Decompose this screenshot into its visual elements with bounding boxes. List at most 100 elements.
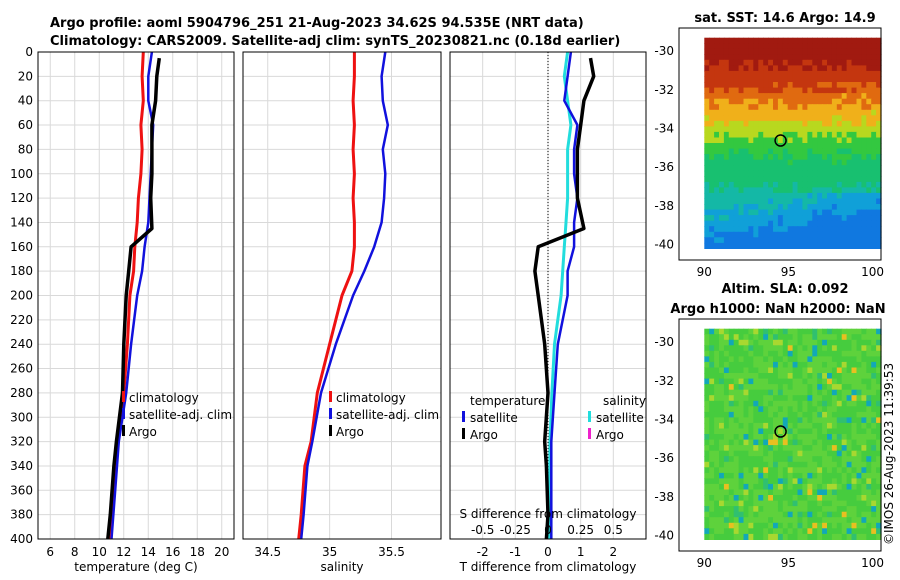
map-cell xyxy=(861,445,867,452)
map-cell xyxy=(738,154,745,161)
map-cell xyxy=(773,495,779,502)
map-cell xyxy=(817,483,823,490)
map-cell xyxy=(758,154,764,161)
map-cell xyxy=(831,104,838,111)
map-cell xyxy=(827,467,833,474)
map-cell xyxy=(773,345,779,352)
map-cell xyxy=(827,242,833,249)
map-cell xyxy=(709,104,715,111)
map-cell xyxy=(836,220,843,227)
map-cell xyxy=(866,450,872,457)
map-cell xyxy=(738,231,745,238)
map-cell xyxy=(738,395,745,402)
map-cell xyxy=(871,115,877,122)
map-cell xyxy=(812,242,818,249)
map-cell xyxy=(773,204,779,211)
map-cell xyxy=(758,93,764,100)
map-cell xyxy=(812,76,818,83)
map-cell xyxy=(723,522,730,529)
map-cell xyxy=(812,137,818,144)
map-cell xyxy=(768,37,774,44)
map-cell xyxy=(802,395,808,402)
map-cell xyxy=(738,220,745,227)
map-cell xyxy=(738,131,745,138)
map-cell xyxy=(768,450,774,457)
map-cell xyxy=(728,472,735,479)
map-cell xyxy=(753,356,759,363)
map-cell xyxy=(797,450,803,457)
map-cell xyxy=(807,461,813,468)
map-cell xyxy=(768,148,774,155)
map-cell xyxy=(704,70,710,77)
map-cell xyxy=(802,472,808,479)
map-cell xyxy=(753,495,759,502)
map-cell xyxy=(704,500,710,507)
map-cell xyxy=(777,406,784,413)
map-cell xyxy=(846,70,853,77)
map-cell xyxy=(733,400,740,407)
map-cell xyxy=(836,120,843,127)
map-cell xyxy=(777,242,784,249)
map-cell xyxy=(758,76,764,83)
map-cell xyxy=(763,170,769,177)
map-cell xyxy=(856,356,862,363)
map-cell xyxy=(792,400,799,407)
map-cell xyxy=(719,220,725,227)
map-cell xyxy=(836,59,843,66)
map-cell xyxy=(723,339,730,346)
map-cell xyxy=(827,328,833,335)
map-cell xyxy=(723,478,730,485)
map-cell xyxy=(861,165,867,172)
map-cell xyxy=(743,170,749,177)
map-cell xyxy=(831,187,838,194)
map-cell xyxy=(748,522,754,529)
map-cell xyxy=(802,511,808,518)
map-cell xyxy=(836,378,843,385)
map-cell xyxy=(836,517,843,524)
map-cell xyxy=(841,417,848,424)
map-cell xyxy=(787,109,794,116)
map-cell xyxy=(728,467,735,474)
map-cell xyxy=(792,54,799,61)
map-cell xyxy=(728,87,735,94)
map-cell xyxy=(787,450,794,457)
map-cell xyxy=(777,384,784,391)
map-cell xyxy=(866,187,872,194)
map-cell xyxy=(719,417,725,424)
map-cell xyxy=(846,489,853,496)
map-cell xyxy=(802,176,808,183)
map-cell xyxy=(773,339,779,346)
map-cell xyxy=(876,126,882,133)
map-cell xyxy=(792,98,799,105)
map-cell xyxy=(831,192,838,199)
map-cell xyxy=(748,511,754,518)
map-cell xyxy=(871,506,877,513)
map-cell xyxy=(763,165,769,172)
legend-swatch xyxy=(122,425,125,436)
map-cell xyxy=(822,115,828,122)
map-cell xyxy=(822,192,828,199)
map-cell xyxy=(841,43,848,50)
map-cell xyxy=(738,82,745,89)
map-cell xyxy=(753,159,759,166)
map-cell xyxy=(758,506,764,513)
map-cell xyxy=(876,478,882,485)
map-cell xyxy=(846,356,853,363)
map-cell xyxy=(763,154,769,161)
map-cell xyxy=(866,170,872,177)
map-cell xyxy=(758,181,764,188)
legend-label: Argo xyxy=(129,425,157,439)
map-cell xyxy=(871,165,877,172)
map-cell xyxy=(709,384,715,391)
map-cell xyxy=(876,131,882,138)
map-cell xyxy=(851,93,857,100)
map-cell xyxy=(709,220,715,227)
map-cell xyxy=(758,439,764,446)
map-cell xyxy=(871,428,877,435)
map-cell xyxy=(714,131,720,138)
map-cell xyxy=(812,82,818,89)
map-cell xyxy=(792,159,799,166)
map-cell xyxy=(753,506,759,513)
map-cell xyxy=(856,43,862,50)
map-cell xyxy=(817,450,823,457)
